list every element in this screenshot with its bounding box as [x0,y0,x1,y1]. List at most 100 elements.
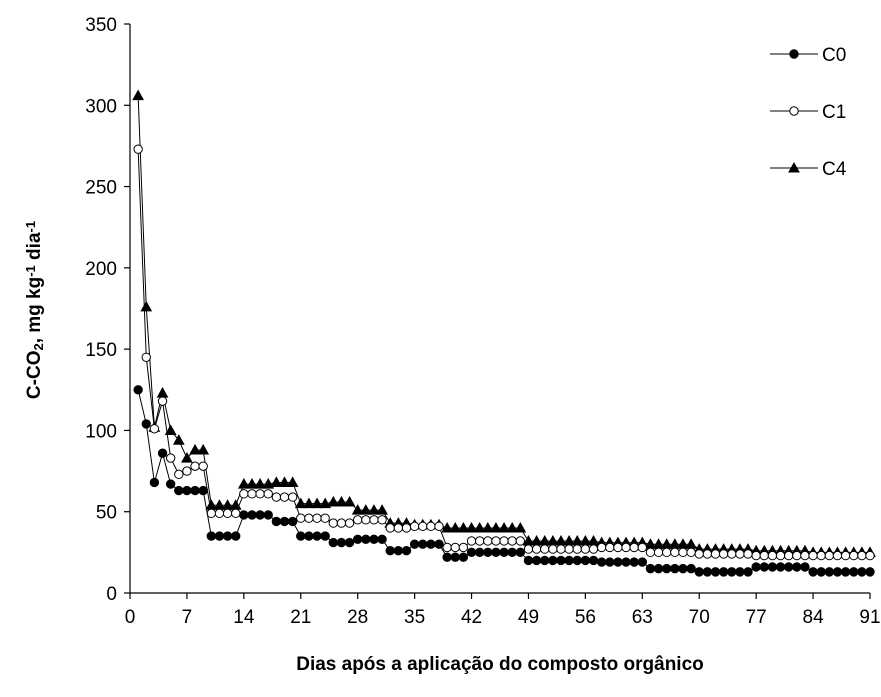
data-point [197,443,210,455]
data-point [239,510,249,520]
data-point [385,546,395,556]
data-point [857,550,867,561]
x-tick-label: 77 [746,607,767,628]
data-point [311,497,323,509]
data-point [491,547,501,558]
data-point [442,552,452,562]
data-point [694,567,704,577]
x-tick-label: 49 [518,607,539,628]
data-point [678,547,688,558]
data-point [222,531,233,541]
data-point [800,562,810,572]
data-point [491,536,501,546]
data-point [157,448,168,458]
data-point [605,557,615,567]
data-point [613,557,623,567]
x-tick-label: 42 [461,607,482,628]
legend-item-c1: C1 [770,102,846,123]
data-point [336,518,347,528]
data-point [735,567,745,577]
data-point [247,489,257,499]
data-point [304,513,314,523]
data-point [832,550,843,561]
x-tick-label: 84 [803,607,825,628]
data-point [239,489,249,499]
data-point [466,547,477,558]
data-point [401,523,412,533]
data-point [246,478,258,489]
data-point [165,453,176,463]
data-point [206,508,217,519]
data-point [369,515,379,525]
data-point [335,495,348,507]
data-point [686,547,696,558]
data-point [190,485,200,496]
data-point [434,521,444,532]
data-point [645,563,656,574]
series-line [137,95,870,553]
series-layer [132,89,876,577]
data-point [498,521,510,533]
x-tick-label: 7 [182,607,193,628]
data-point [182,485,192,496]
data-point [393,546,404,556]
data-point [596,557,607,567]
data-point [759,562,769,572]
data-point [149,424,160,434]
data-point [474,536,485,546]
y-tick-label: 300 [85,96,117,117]
data-point [483,536,493,546]
data-point [702,549,713,559]
data-point [287,492,298,502]
x-axis-ticks: 0 7 14 21 28 35 42 49 56 63 70 77 84 91 [125,593,881,628]
data-point [800,550,810,561]
data-point [718,567,729,577]
data-point [507,547,517,558]
data-point [351,504,364,515]
data-point [174,485,184,496]
data-point [507,536,517,546]
data-point [685,538,697,549]
data-point [775,550,786,561]
data-point [312,531,322,541]
y-tick-label: 350 [85,15,117,36]
y-axis-title-part: -1 [23,221,38,233]
data-point [678,563,688,574]
data-point [572,555,582,566]
data-point [523,555,534,566]
data-point [263,510,273,520]
data-point [278,476,291,488]
data-point [531,544,542,554]
data-point [767,550,778,561]
data-point [686,563,696,574]
data-point [808,567,818,577]
data-point [449,521,462,533]
data-point [189,443,201,455]
data-point [540,544,550,554]
data-point [556,555,566,566]
data-point [352,515,363,525]
data-point [775,562,786,572]
data-point [596,542,607,553]
data-point [490,521,502,533]
data-point [319,497,332,509]
y-tick-label: 250 [85,178,117,199]
data-point [270,476,283,488]
data-point [255,489,265,499]
y-tick-label: 50 [96,503,117,524]
data-point [441,521,454,533]
y-tick-label: 100 [85,421,117,442]
y-axis-title-part: -1 [23,265,38,277]
legend-item-c0: C0 [770,45,846,66]
data-point [294,497,307,509]
y-axis-ticks: 0 50 100 150 200 250 300 350 [85,15,130,605]
data-point [605,542,615,553]
data-point [499,547,509,558]
y-axis-title-part: dia [24,232,45,265]
data-point [735,549,745,559]
x-tick-label: 63 [632,607,653,628]
data-point [279,492,290,502]
data-point [214,531,225,541]
data-point [580,555,591,566]
x-tick-label: 14 [233,607,255,628]
